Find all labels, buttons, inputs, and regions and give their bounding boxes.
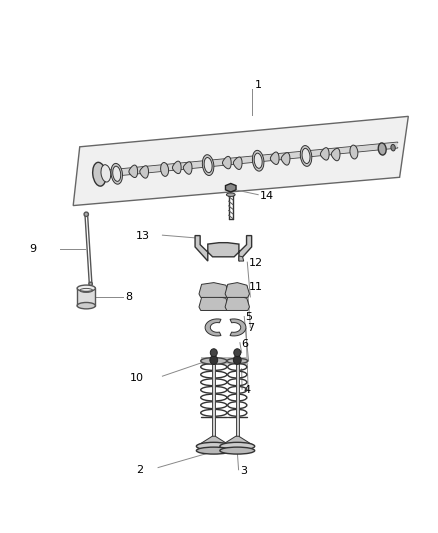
Text: 1: 1 — [254, 79, 261, 90]
Ellipse shape — [93, 163, 106, 186]
Polygon shape — [140, 166, 148, 178]
Ellipse shape — [201, 358, 227, 364]
Ellipse shape — [196, 442, 231, 450]
Text: 12: 12 — [249, 258, 263, 268]
Ellipse shape — [220, 447, 254, 454]
Polygon shape — [225, 296, 250, 310]
Polygon shape — [223, 156, 231, 169]
Ellipse shape — [204, 158, 212, 173]
Ellipse shape — [210, 349, 217, 357]
Polygon shape — [212, 351, 215, 441]
Ellipse shape — [202, 155, 214, 175]
Ellipse shape — [210, 356, 218, 365]
Ellipse shape — [350, 145, 358, 159]
Polygon shape — [205, 319, 221, 336]
Polygon shape — [173, 161, 181, 174]
Polygon shape — [184, 162, 192, 174]
Ellipse shape — [220, 442, 254, 450]
Text: 3: 3 — [240, 466, 247, 476]
Polygon shape — [236, 351, 239, 441]
Ellipse shape — [227, 358, 248, 364]
Polygon shape — [95, 142, 397, 177]
Polygon shape — [239, 256, 244, 261]
Text: 2: 2 — [136, 465, 143, 475]
Text: 11: 11 — [249, 282, 263, 292]
Polygon shape — [281, 152, 290, 165]
Ellipse shape — [391, 144, 395, 151]
Text: 13: 13 — [136, 231, 150, 241]
Polygon shape — [227, 358, 248, 365]
Polygon shape — [220, 436, 254, 446]
Ellipse shape — [196, 447, 231, 454]
Polygon shape — [199, 282, 229, 297]
Polygon shape — [233, 157, 242, 169]
Ellipse shape — [234, 349, 241, 357]
Ellipse shape — [300, 146, 312, 166]
Text: 4: 4 — [244, 385, 251, 395]
Ellipse shape — [226, 193, 235, 197]
Text: 6: 6 — [241, 338, 248, 349]
Ellipse shape — [378, 143, 386, 155]
Text: 7: 7 — [247, 324, 254, 333]
Ellipse shape — [233, 356, 241, 365]
Ellipse shape — [77, 285, 95, 292]
Ellipse shape — [101, 165, 111, 182]
Polygon shape — [201, 358, 227, 365]
Ellipse shape — [302, 148, 310, 164]
Polygon shape — [199, 296, 229, 310]
Polygon shape — [331, 148, 340, 161]
Ellipse shape — [161, 163, 169, 176]
Ellipse shape — [113, 166, 121, 181]
Polygon shape — [196, 436, 231, 446]
Text: 10: 10 — [130, 373, 144, 383]
Polygon shape — [195, 236, 252, 261]
Text: 9: 9 — [30, 244, 37, 254]
Polygon shape — [73, 116, 408, 206]
Ellipse shape — [77, 302, 95, 309]
Ellipse shape — [111, 164, 123, 184]
Text: 5: 5 — [246, 312, 253, 322]
Polygon shape — [129, 165, 138, 177]
Polygon shape — [226, 183, 236, 192]
Ellipse shape — [252, 150, 264, 171]
Ellipse shape — [254, 153, 262, 168]
Polygon shape — [230, 319, 246, 336]
Polygon shape — [270, 152, 279, 165]
Text: 14: 14 — [259, 191, 274, 200]
Polygon shape — [321, 148, 329, 160]
Ellipse shape — [89, 282, 92, 286]
Text: 8: 8 — [125, 292, 133, 302]
Polygon shape — [77, 288, 95, 305]
Polygon shape — [225, 282, 250, 297]
Ellipse shape — [84, 212, 88, 216]
